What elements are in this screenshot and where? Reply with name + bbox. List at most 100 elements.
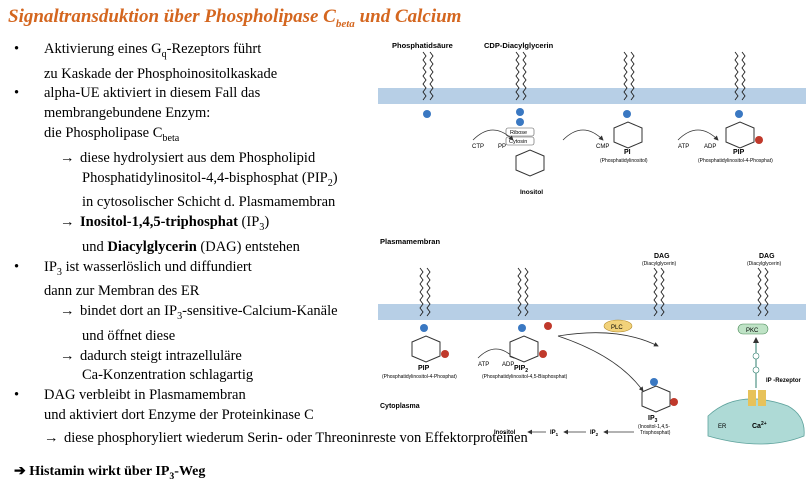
bullet-text: in cytosolischer Schicht d. Plasmamembra… [82,194,336,211]
bullet-subitem: → bindet dort an IP3-sensitive-Calcium-Ka… [60,303,338,322]
label-cdp: CDP-Diacylglycerin [484,41,554,50]
bullet-list: • Aktivierung eines Gq-Rezeptors führt zu… [14,40,384,426]
label-plc: PLC [611,325,623,331]
phosphate-icon [420,324,428,332]
bullet-dot: • [14,41,20,57]
bullet-dot: • [14,85,20,102]
label-plasmamembran: Plasmamembran [380,237,440,246]
label-inositol: Inositol [494,430,516,436]
phosphate-icon [518,324,526,332]
bullet-subitem: → diese phosphoryliert wiederum Serin- od… [44,430,528,446]
arrow-icon: → [60,347,75,364]
er-compartment [707,398,805,445]
bullet-item: • IP3 ist wasserlöslich und diffundiert [14,258,252,278]
bottom-panel: Plasmamembran DAG (Diacylglycerin) DAG (… [378,237,806,445]
inositol-ring [725,121,755,149]
bullet-text: dann zur Membran des ER [44,283,200,300]
bullet-text: und Diacylglycerin (DAG) entstehen [82,238,300,255]
label-dag: DAG [759,253,775,260]
label-pip: PIP [418,365,430,372]
bullet-text: und aktiviert dort Enzyme der Proteinkin… [44,406,314,423]
label-inositol: Inositol [520,189,543,196]
bullet-text: zu Kaskade der Phosphoinositolkaskade [44,65,278,82]
reaction-arrow [477,348,515,359]
reaction-arrow [472,129,514,141]
bullet-dot: • [14,258,20,275]
label-ribose: Ribose [510,130,527,136]
label-pip-full: (Phosphatidylinositol-4-Phosphat) [698,158,773,164]
label-atp: ATP [678,144,689,150]
inositol-ring [509,335,539,363]
page-title: Signaltransduktion über Phospholipase Cb… [8,6,462,30]
label-cmp: CMP [596,144,609,150]
bullet-subitem: → diese hydrolysiert aus dem Phospholipid [14,149,384,169]
phosphate-red-icon [441,350,449,358]
reaction-arrow [677,129,719,141]
bullet-text: die Phospholipase Cbeta [44,125,180,144]
ip3-receptor-channel [748,390,756,406]
bullet-text: und öffnet diese [82,327,176,344]
pkc-enzyme [737,323,769,335]
label-pi: PI [624,149,631,156]
phosphate-icon [623,110,631,118]
ribose-box [505,127,535,137]
label-ip3: IP3 [648,415,658,424]
inositol-ring [613,121,643,149]
label-calcium: Ca2+ [752,421,767,430]
reaction-arrow [557,335,644,392]
phosphate-icon [423,110,431,118]
phosphate-red-icon [670,398,678,406]
phosphate-red-icon [544,322,552,330]
bullet-text: Phosphatidylinositol-4,4-bisphosphat (PI… [82,169,338,189]
label-er: ER [718,424,727,430]
label-ctp: CTP [472,144,484,150]
label-phosphatidsaeure: Phosphatidsäure [392,41,453,50]
conclusion: ➔ Histamin wirkt über IP3-Weg [14,464,206,482]
label-ip3-full: (Inositol-1,4,5- [638,424,670,430]
membrane-band [378,88,806,104]
phosphate-icon [650,378,658,386]
label-ip3-full: Trisphosphat) [640,430,671,436]
calcium-ion-icon [752,366,760,374]
label-atp: ATP [478,362,489,368]
bullet-item: • alpha-UE aktiviert in diesem Fall das [14,84,384,104]
label-cytoplasma: Cytoplasma [380,403,420,410]
reaction-arrow [562,129,604,141]
label-ip1: IP1 [550,430,559,437]
phosphate-icon [516,118,524,126]
label-pkc: PKC [746,328,759,334]
bullet-subitem: → dadurch steigt intrazelluläre [14,347,384,367]
label-adp: ADP [502,362,514,368]
arrow-icon: → [44,430,59,446]
double-arrow-icon: ➔ [14,464,30,479]
label-dag-full: (Diacylglycerin) [747,261,782,267]
inositol-ring [411,335,441,363]
label-ip2: IP2 [590,430,599,437]
label-ppi: PP [498,144,506,150]
label-dag-full: (Diacylglycerin) [642,261,677,267]
label-pip-full: (Phosphatidylinositol-4-Phosphat) [382,374,457,380]
inositol-ring [641,385,671,413]
label-ip3-receptor: IP -Rezeptor [766,378,802,384]
label-dag: DAG [654,253,670,260]
label-pi-full: (Phosphatidylinositol) [600,158,648,164]
phosphate-icon [516,108,524,116]
label-pip: PIP [733,149,745,156]
bullet-dot: • [14,387,20,404]
arrow-icon: → [60,303,75,320]
label-adp: ADP [704,144,716,150]
arrow-icon: → [60,214,75,231]
membrane-band [378,304,806,320]
pathway-diagram: Phosphatidsäure CDP-Diacylglycerin Ribos… [378,41,806,445]
ip3-receptor-channel [758,390,766,406]
bullet-text: membrangebundene Enzym: [44,105,211,122]
inositol-ring [515,149,545,177]
phosphate-red-icon [539,350,547,358]
bullet-subitem: → Inositol-1,4,5-triphosphat (IP3) [60,214,270,233]
bullet-item: • Aktivierung eines Gq-Rezeptors führt [14,41,262,60]
phosphate-red-icon [755,136,763,144]
bullet-item: • DAG verbleibt in Plasmamembran [14,386,384,406]
calcium-ion-icon [752,352,760,360]
label-pip2-full: (Phosphatidylinositol-4,5-Bisphosphat) [482,374,568,380]
bullet-text: Ca-Konzentration schlagartig [82,367,254,384]
